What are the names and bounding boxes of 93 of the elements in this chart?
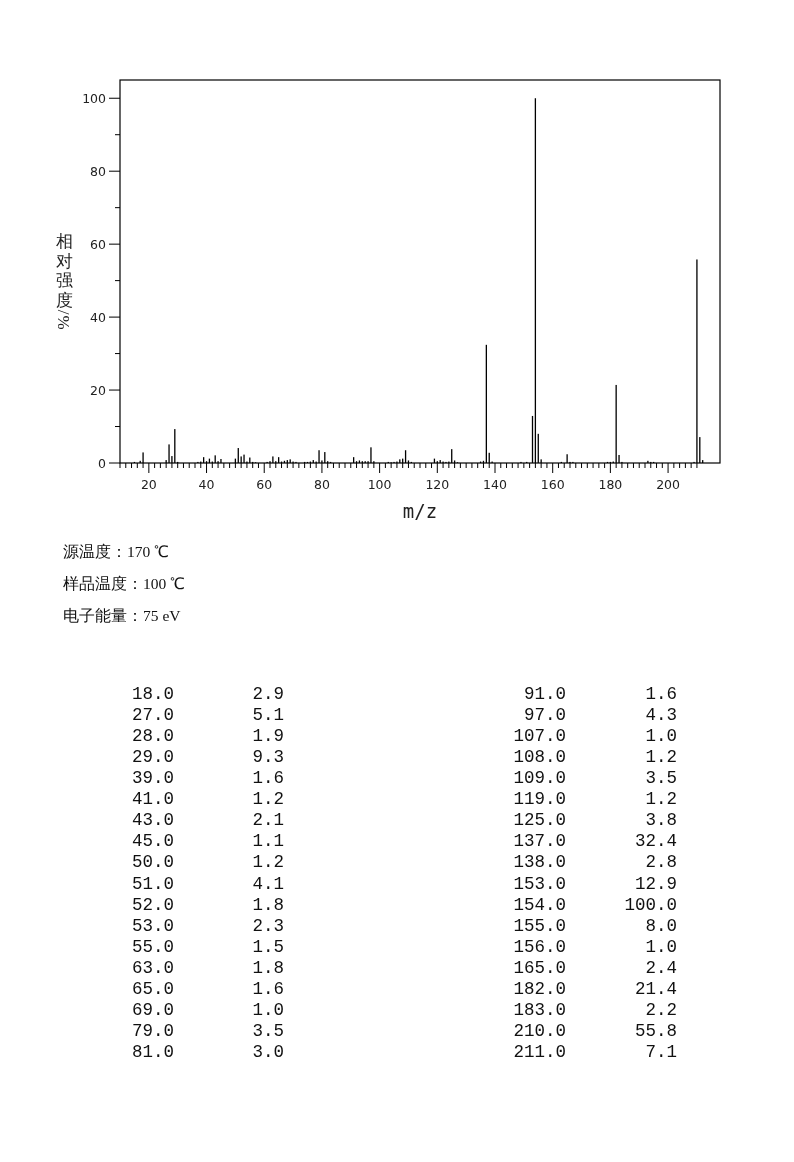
data-label: 12.9 [634,873,677,894]
category-label: 91.0 [523,684,566,704]
y-tick-label: 0 [98,455,107,471]
category-label: 210.0 [513,1020,566,1041]
category-label: 119.0 [513,789,566,810]
data-label: 7.1 [645,1042,677,1063]
y-tick-label: 100 [82,90,107,106]
data-label: 2.8 [645,852,677,873]
category-label: 50.0 [131,852,174,873]
category-label: 53.0 [131,915,174,936]
category-label: 107.0 [513,726,566,747]
data-label: 1.5 [252,936,284,957]
data-label: 2.3 [252,915,284,936]
category-label: 156.0 [513,936,566,957]
x-tick-label: 160 [540,477,565,492]
category-label: 41.0 [131,789,174,810]
category-label: 63.0 [131,957,174,978]
category-label: 28.0 [131,726,174,747]
data-label: 1.1 [252,831,284,852]
category-label: 39.0 [131,768,174,789]
x-tick-label: 200 [656,477,681,492]
data-label: 1.0 [252,999,284,1020]
data-label: 3.8 [645,810,677,831]
data-label: 1.6 [252,978,284,999]
data-label: 3.0 [252,1042,284,1063]
category-label: 43.0 [131,810,174,831]
category-label: 51.0 [131,873,174,894]
data-label: 1.0 [645,936,677,957]
y-tick-label: 80 [90,163,107,179]
data-label: 1.9 [252,726,284,747]
category-label: 27.0 [131,705,174,726]
data-label: 2.2 [645,999,677,1020]
category-label: 183.0 [513,999,566,1020]
x-tick-label: 80 [313,477,330,492]
data-label: 1.6 [252,768,284,789]
data-label: 3.5 [645,768,677,789]
data-label: 55.8 [634,1020,677,1041]
data-label: 2.1 [252,810,284,831]
text: 源温度：170 ℃ [63,543,170,560]
x-tick-label: 40 [198,477,215,492]
y-axis-title: 相对强度/% [54,232,74,330]
data-label: 9.3 [252,747,284,768]
y-tick-label: 40 [90,309,107,325]
data-label: 4.3 [645,705,677,726]
category-label: 137.0 [513,831,566,852]
x-tick-label: 120 [425,477,450,492]
data-label: 21.4 [634,978,677,999]
data-label: 1.8 [252,957,284,978]
category-label: 138.0 [513,852,566,873]
category-label: 97.0 [523,705,566,726]
data-label: 1.2 [252,852,284,873]
category-label: 45.0 [131,831,174,852]
category-label: 55.0 [131,936,174,957]
category-label: 211.0 [513,1042,566,1063]
data-label: 4.1 [252,873,284,894]
category-label: 153.0 [513,873,566,894]
category-label: 125.0 [513,810,566,831]
data-label: 1.6 [645,684,677,704]
category-label: 69.0 [131,999,174,1020]
category-label: 182.0 [513,978,566,999]
text: 样品温度：100 ℃ [63,575,186,592]
x-tick-label: 100 [367,477,392,492]
text: 电子能量：75 eV [63,607,182,624]
x-tick-label: 180 [598,477,623,492]
y-tick-label: 60 [90,236,107,252]
data-label: 1.8 [252,894,284,915]
data-label: 1.2 [645,747,677,768]
data-label: 1.2 [252,789,284,810]
x-tick-label: 60 [256,477,273,492]
data-label: 1.2 [645,789,677,810]
x-tick-label: 20 [140,477,157,492]
y-tick-label: 20 [90,382,107,398]
data-label: 8.0 [645,915,677,936]
category-label: 29.0 [131,747,174,768]
data-label: 1.0 [645,726,677,747]
data-label: 32.4 [634,831,677,852]
category-label: 155.0 [513,915,566,936]
data-label: 100.0 [624,894,677,915]
data-label: 2.9 [252,684,284,704]
category-label: 154.0 [513,894,566,915]
category-label: 65.0 [131,978,174,999]
category-label: 108.0 [513,747,566,768]
category-label: 165.0 [513,957,566,978]
category-label: 18.0 [131,684,174,704]
category-label: 109.0 [513,768,566,789]
data-label: 2.4 [645,957,677,978]
x-tick-label: 140 [483,477,507,492]
category-label: 81.0 [131,1042,174,1063]
data-label: 3.5 [252,1020,284,1041]
category-label: 52.0 [131,894,174,915]
x-axis-title: m/z [402,500,438,522]
category-label: 79.0 [131,1020,174,1041]
data-label: 5.1 [252,705,284,726]
